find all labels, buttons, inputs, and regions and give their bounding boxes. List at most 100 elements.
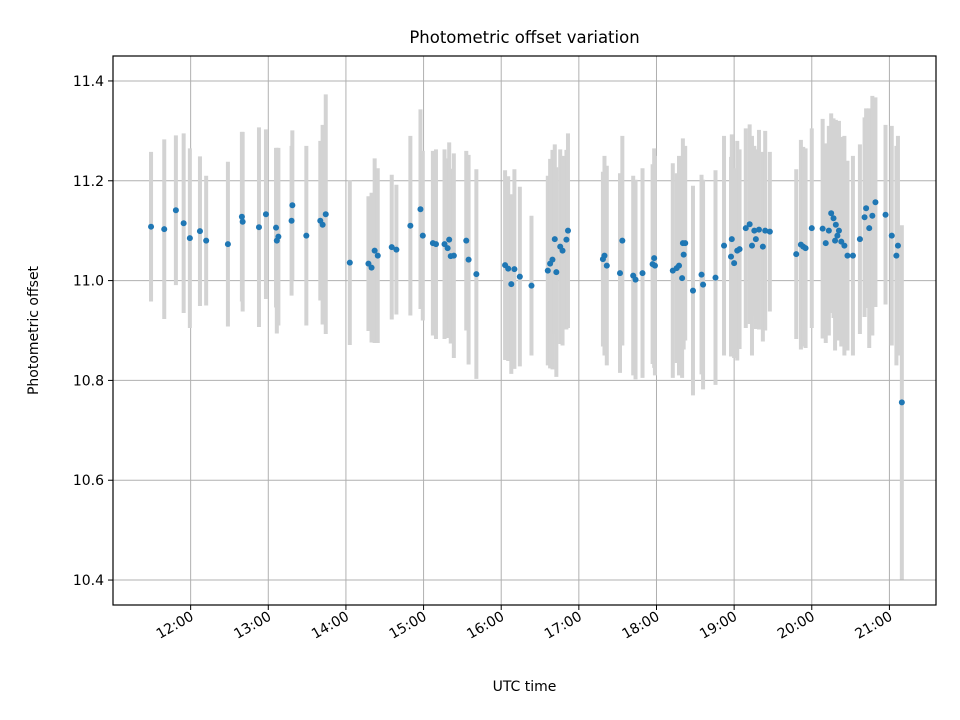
data-point [417,206,424,213]
data-point [698,271,705,278]
data-point [676,262,683,269]
data-point [679,275,686,282]
data-point [319,221,326,228]
data-point [828,210,835,217]
data-point [721,242,728,249]
data-point [148,223,155,230]
data-point [841,242,848,249]
data-point [680,251,687,258]
data-point [616,270,623,277]
data-point [651,262,658,269]
data-point [835,227,842,234]
data-point [564,227,571,234]
data-point [161,226,168,233]
data-point [224,241,231,248]
data-point [255,224,262,231]
data-point [262,211,269,218]
data-point [728,253,735,260]
data-point [759,243,766,250]
data-point [869,212,876,219]
data-point [689,287,696,294]
data-point [700,281,707,288]
data-point [736,246,743,253]
data-point [844,252,851,259]
data-point [888,232,895,239]
data-point [322,211,329,218]
data-point [508,281,515,288]
y-tick-label: 10.8 [73,373,104,389]
data-point [450,252,457,259]
data-point [751,227,758,234]
data-point [473,271,480,278]
y-tick-label: 11.2 [73,174,104,190]
data-point [834,232,841,239]
y-tick-label: 11.4 [73,74,104,90]
data-point [180,220,187,227]
data-point [238,213,245,220]
data-point [762,227,769,234]
chart-title: Photometric offset variation [409,28,639,47]
data-point [172,207,179,214]
data-point [275,233,282,240]
data-point [632,276,639,283]
data-point [288,217,295,224]
data-point [186,235,193,242]
data-point [505,265,512,272]
data-point [802,245,809,252]
data-point [746,221,753,228]
data-point [432,241,439,248]
data-point [731,260,738,267]
data-point [872,199,879,206]
y-tick-label: 10.6 [73,473,104,489]
data-point [239,218,246,225]
y-axis-label: Photometric offset [26,265,42,395]
data-point [752,236,759,243]
y-axis-ticks: 10.4 10.6 10.8 11.0 11.2 11.4 [73,74,113,589]
data-point [712,274,719,281]
data-points [148,199,905,406]
data-point [303,232,310,239]
data-point [861,214,868,221]
data-point [682,240,689,247]
data-point [808,225,815,232]
data-point [849,252,856,259]
data-point [528,282,535,289]
data-point [822,240,829,247]
data-point [516,273,523,280]
x-axis-label: UTC time [493,679,557,695]
data-point [866,225,873,232]
data-point [549,256,556,263]
data-point [651,255,658,262]
data-point [374,252,381,259]
data-point [832,221,839,228]
data-point [551,236,558,243]
y-tick-label: 10.4 [73,573,104,589]
data-point [289,202,296,209]
data-point [639,270,646,277]
data-point [511,266,518,273]
data-point [203,237,210,244]
data-point [368,264,375,271]
data-point [388,244,395,251]
data-point [728,236,735,243]
data-point [273,224,280,231]
data-point [463,237,470,244]
data-point [559,247,566,254]
data-point [419,232,426,239]
data-point [601,252,608,259]
data-point [465,256,472,263]
data-point [882,211,889,218]
data-point [825,227,832,234]
data-point [742,225,749,232]
data-point [544,267,551,274]
data-point [893,252,900,259]
data-point [371,247,378,254]
data-point [894,242,901,249]
data-point [196,228,203,235]
data-point [407,222,414,229]
data-point [755,226,762,233]
plot-frame [112,55,937,606]
data-point [603,262,610,269]
